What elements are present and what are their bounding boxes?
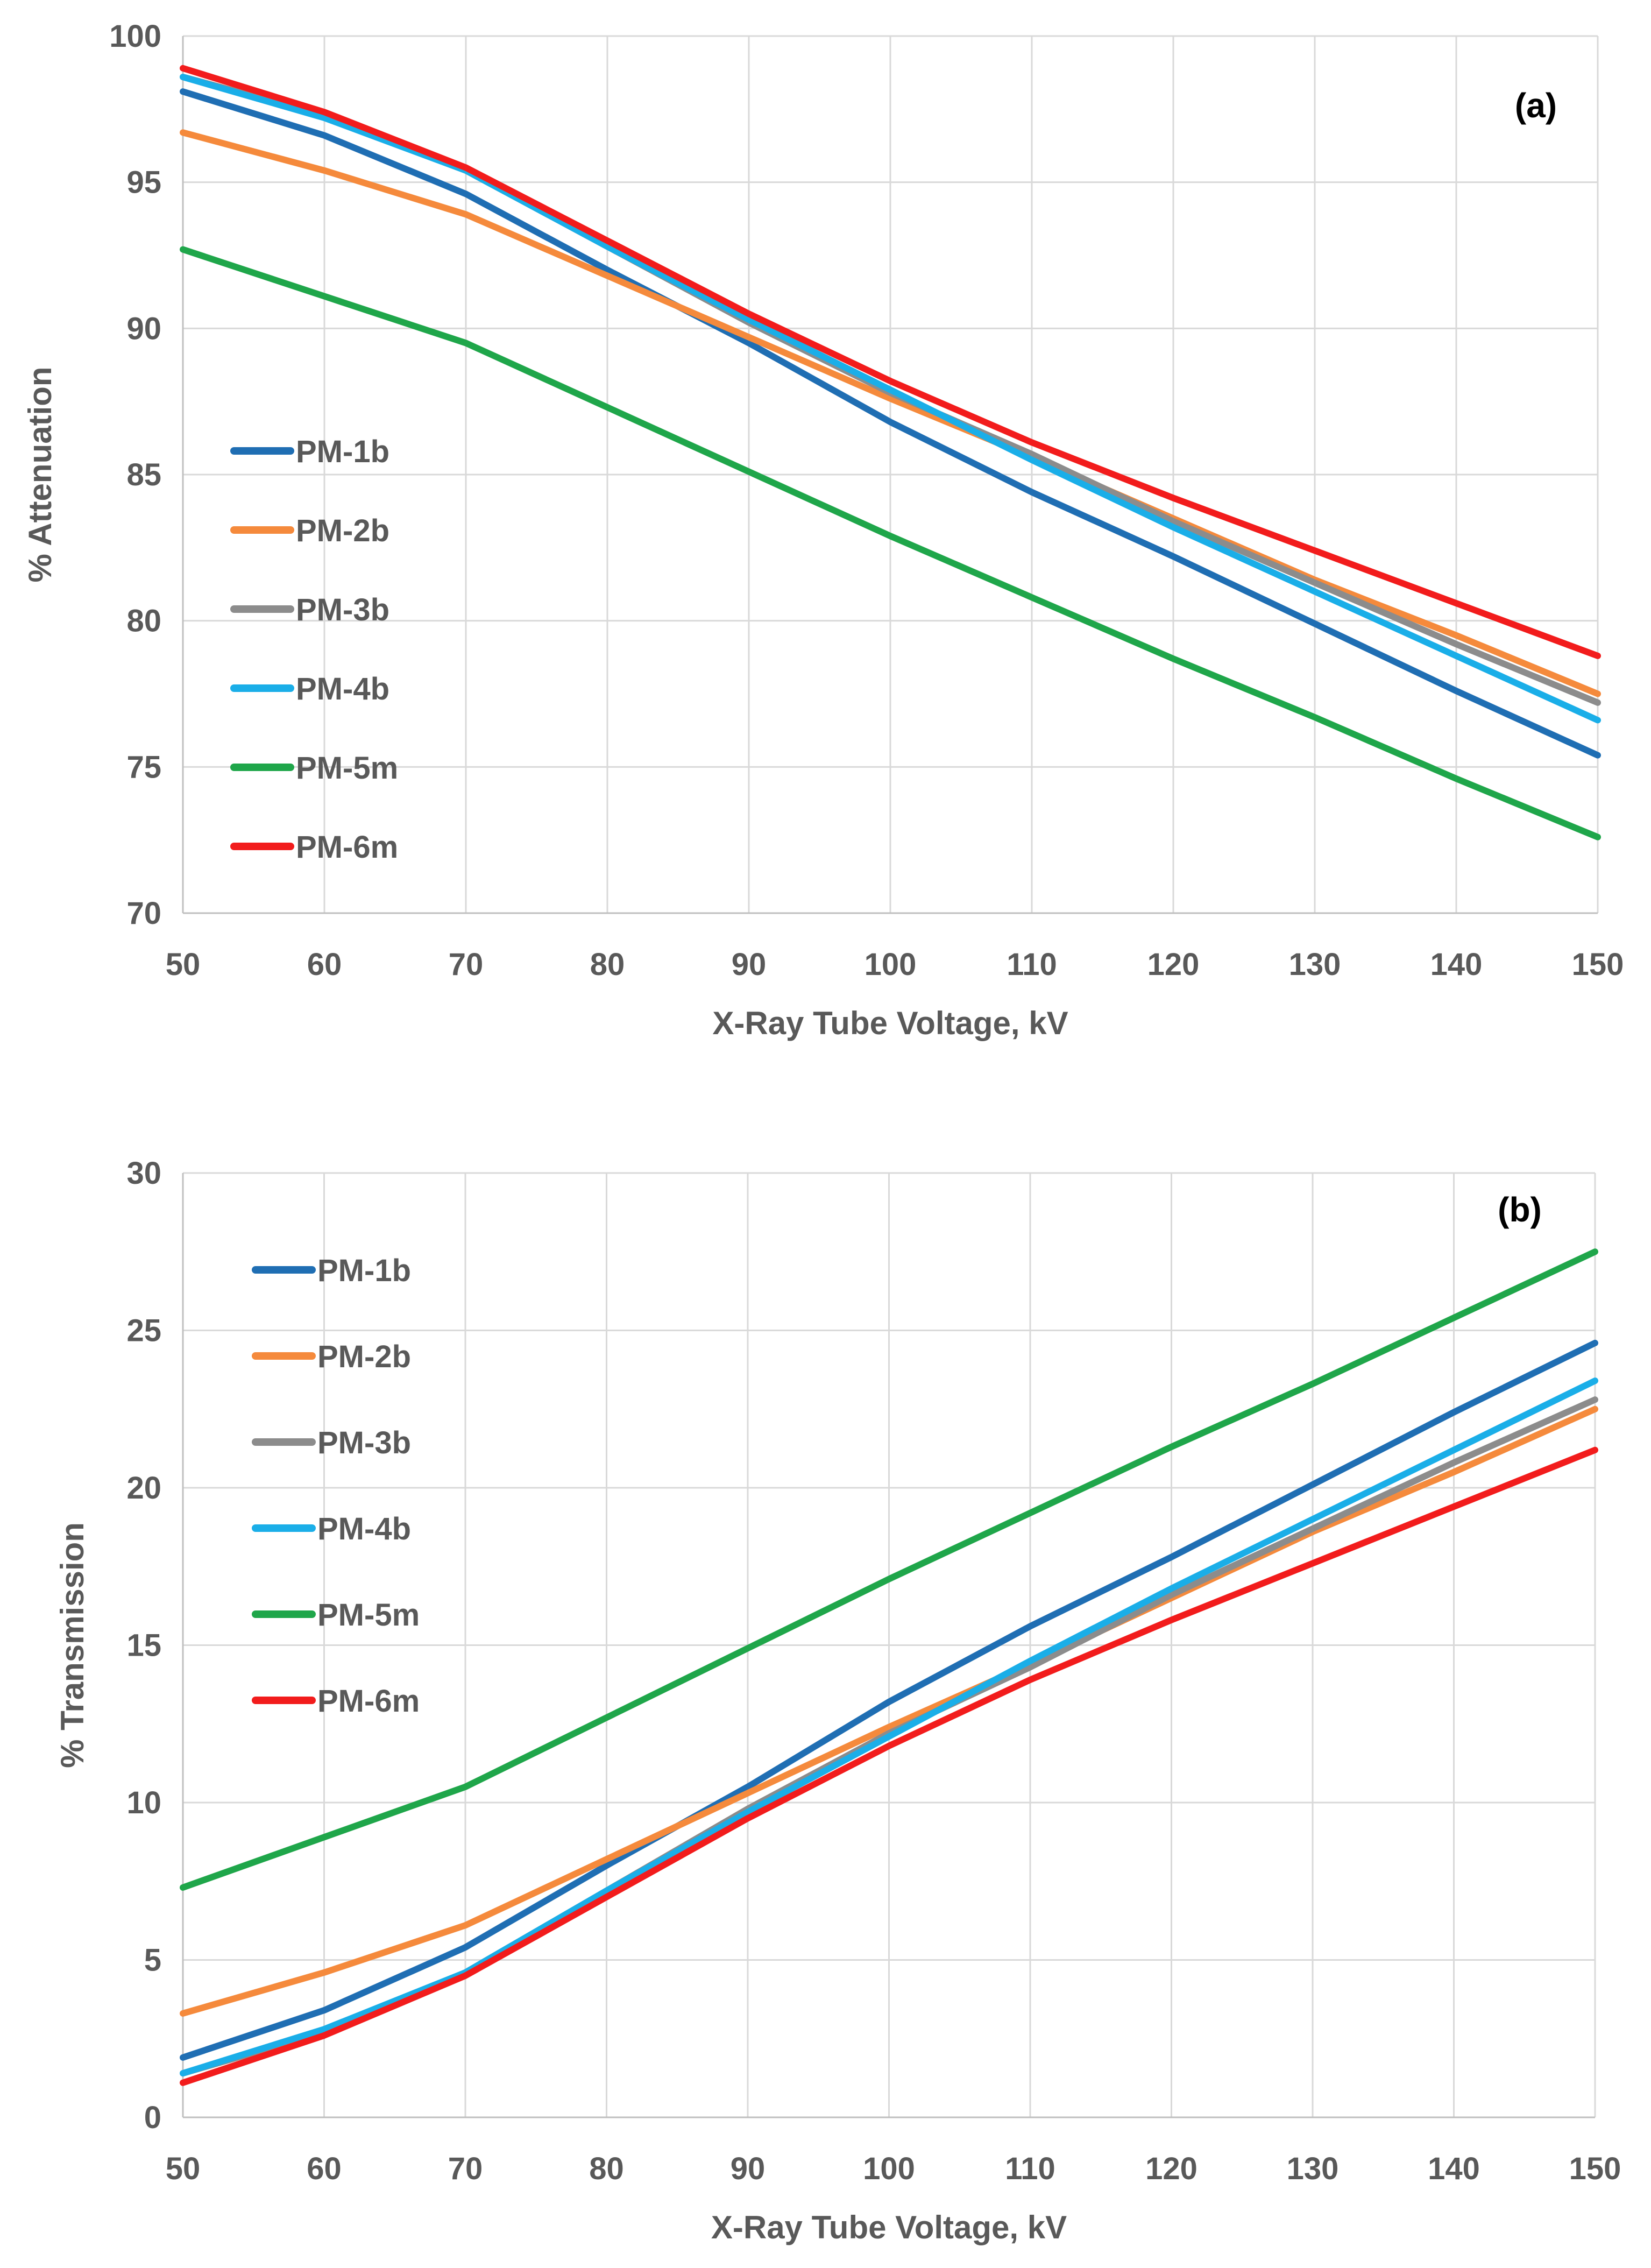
series-line-pm-5m xyxy=(180,246,1601,840)
x-tick-label: 70 xyxy=(448,2151,483,2186)
panel-label: (a) xyxy=(1515,86,1557,125)
x-tick-label: 90 xyxy=(732,947,767,982)
x-tick-label: 120 xyxy=(1145,2151,1197,2186)
series-line-pm-6m xyxy=(180,1446,1598,2086)
legend-label: PM-6m xyxy=(296,830,398,865)
y-tick-label: 100 xyxy=(109,19,161,54)
y-tick-label: 85 xyxy=(126,457,161,492)
x-tick-label: 110 xyxy=(1005,2151,1055,2186)
x-tick-label: 140 xyxy=(1430,947,1483,982)
y-tick-label: 25 xyxy=(126,1313,161,1348)
x-tick-label: 110 xyxy=(1007,947,1057,982)
y-tick-label: 20 xyxy=(126,1471,161,1506)
y-tick-label: 80 xyxy=(126,604,161,639)
legend-label: PM-4b xyxy=(296,672,389,706)
x-tick-label: 120 xyxy=(1147,947,1200,982)
x-tick-label: 80 xyxy=(590,947,625,982)
y-tick-label: 75 xyxy=(126,750,161,785)
y-tick-label: 90 xyxy=(126,311,161,346)
series-line-pm-6m xyxy=(180,65,1601,659)
series-line-pm-2b xyxy=(180,129,1601,697)
x-tick-label: 100 xyxy=(863,2151,915,2186)
y-tick-label: 0 xyxy=(144,2100,161,2135)
x-tick-label: 70 xyxy=(449,947,484,982)
series-line-pm-4b xyxy=(180,74,1601,724)
series-line-pm-4b xyxy=(180,1377,1598,2077)
y-tick-label: 15 xyxy=(126,1628,161,1663)
legend-label: PM-6m xyxy=(317,1684,420,1719)
x-tick-label: 50 xyxy=(166,947,201,982)
legend-label: PM-5m xyxy=(317,1598,420,1633)
series-line-pm-1b xyxy=(180,88,1601,759)
legend-label: PM-3b xyxy=(317,1425,411,1460)
y-tick-label: 70 xyxy=(126,896,161,931)
legend-label: PM-3b xyxy=(296,592,389,627)
chart-panel-a: 50 60 70 80 90 100 110 120 130 140 150 70 75 80 85 90 95… xyxy=(22,19,1624,1041)
x-tick-label: 150 xyxy=(1569,2151,1621,2186)
x-tick-label: 80 xyxy=(589,2151,624,2186)
legend-label: PM-2b xyxy=(317,1339,411,1374)
series-line-pm-5m xyxy=(180,1248,1598,1891)
series-line-pm-2b xyxy=(180,1405,1598,2017)
x-tick-label: 130 xyxy=(1289,947,1341,982)
x-tick-label: 50 xyxy=(166,2151,201,2186)
x-axis-title: X-Ray Tube Voltage, kV xyxy=(711,2209,1067,2245)
x-tick-label: 150 xyxy=(1572,947,1624,982)
y-tick-label: 5 xyxy=(144,1943,161,1978)
y-axis-title: % Attenuation xyxy=(22,366,58,582)
x-tick-label: 60 xyxy=(307,2151,342,2186)
x-tick-label: 100 xyxy=(865,947,917,982)
legend-label: PM-5m xyxy=(296,751,398,786)
y-tick-label: 30 xyxy=(126,1156,161,1191)
panel-label: (b) xyxy=(1498,1190,1542,1229)
legend-label: PM-2b xyxy=(296,513,389,548)
x-tick-label: 140 xyxy=(1428,2151,1480,2186)
x-tick-label: 90 xyxy=(731,2151,766,2186)
x-axis-title: X-Ray Tube Voltage, kV xyxy=(712,1005,1068,1041)
legend-label: PM-1b xyxy=(317,1253,411,1288)
series-line-pm-1b xyxy=(180,1339,1598,2061)
y-tick-label: 95 xyxy=(126,165,161,200)
legend-label: PM-4b xyxy=(317,1511,411,1546)
x-tick-label: 60 xyxy=(307,947,342,982)
chart-panel-b: 50 60 70 80 90 100 110 120 130 140 150 0 5 10 15 20 25 30… xyxy=(54,1156,1621,2245)
y-axis-title: % Transmission xyxy=(54,1522,90,1768)
y-tick-label: 10 xyxy=(126,1785,161,1820)
x-tick-label: 130 xyxy=(1287,2151,1339,2186)
legend-label: PM-1b xyxy=(296,434,389,469)
